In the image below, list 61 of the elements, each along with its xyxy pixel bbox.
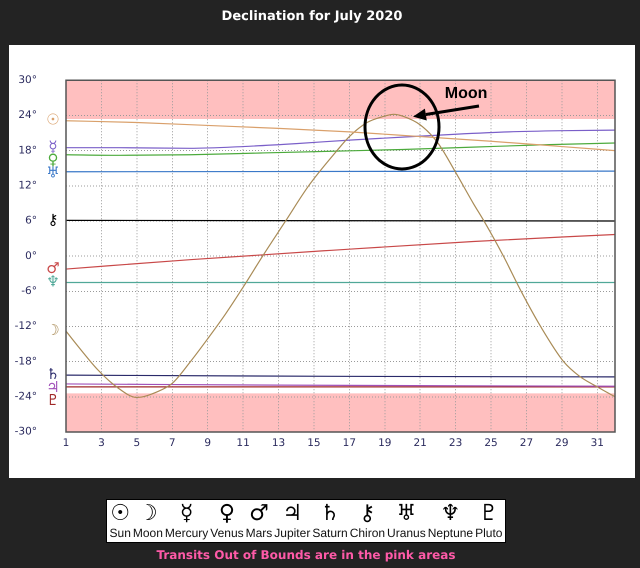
x-tick-label: 17 — [342, 437, 356, 450]
text: Venus — [210, 526, 244, 541]
y-tick-label: -12° — [14, 320, 37, 332]
x-tick-label: 11 — [236, 437, 250, 450]
text: Mars — [246, 526, 272, 541]
x-tick-label: 21 — [414, 437, 427, 450]
text: ♅ — [396, 501, 416, 526]
text: ♀ — [218, 501, 235, 526]
y-tick-label: -18° — [14, 355, 37, 368]
x-tick-label: 25 — [484, 437, 498, 450]
text: Sun — [110, 526, 131, 541]
y-tick-label: 30° — [18, 74, 37, 86]
y-tick-label: 24° — [18, 109, 37, 122]
y-tick-label: -6° — [21, 285, 37, 298]
text: ♃ — [282, 501, 302, 526]
x-tick-label: 19 — [378, 437, 392, 450]
text: Pluto — [475, 526, 502, 541]
line-series — [66, 142, 615, 156]
text: ♆ — [440, 501, 460, 526]
x-tick-label: 3 — [98, 437, 105, 450]
annotation: Moon — [444, 85, 488, 102]
text: ☽ — [138, 501, 158, 526]
x-tick-label: 1 — [62, 437, 70, 450]
line-series — [66, 234, 615, 270]
x-tick-label: 13 — [272, 437, 286, 450]
series-label: ⚷ — [48, 210, 58, 228]
chart-title: Declination for July 2020 — [220, 9, 404, 24]
text: Uranus — [387, 526, 426, 541]
series-label: ♇ — [46, 391, 60, 410]
x-tick-label: 27 — [520, 437, 534, 450]
x-tick-label: 5 — [133, 437, 140, 450]
text: Neptune — [428, 526, 474, 541]
text: Jupiter — [274, 526, 310, 541]
text: ☿ — [180, 501, 194, 526]
text: ⚷ — [359, 501, 376, 526]
x-tick-label: 9 — [204, 437, 212, 450]
text: Moon — [132, 526, 163, 541]
text: Saturn — [312, 526, 348, 541]
line-series — [66, 120, 615, 152]
series-label: ☽ — [46, 321, 60, 340]
text: Transits Out of Bounds are in the pink areas — [156, 548, 456, 562]
y-tick-label: 18° — [18, 144, 37, 156]
y-tick-label: 12° — [18, 180, 37, 192]
y-tick-label: -30° — [14, 426, 37, 438]
text: ☉ — [110, 501, 130, 526]
line-series — [66, 114, 615, 398]
text: ♂ — [249, 501, 269, 526]
x-tick-label: 23 — [448, 437, 462, 450]
text: Chiron — [350, 526, 386, 541]
text: ♄ — [320, 501, 340, 526]
series-label: ☉ — [46, 110, 60, 129]
y-tick-label: -24° — [14, 390, 37, 403]
x-tick-label: 31 — [590, 437, 604, 450]
x-tick-label: 15 — [307, 437, 321, 450]
y-tick-label: 6° — [25, 214, 37, 227]
x-tick-label: 29 — [555, 437, 569, 450]
text: ♇ — [478, 501, 499, 526]
x-tick-label: 7 — [168, 437, 176, 450]
text: Mercury — [164, 526, 208, 541]
line-series — [66, 130, 615, 149]
y-tick-label: 0° — [25, 250, 37, 262]
